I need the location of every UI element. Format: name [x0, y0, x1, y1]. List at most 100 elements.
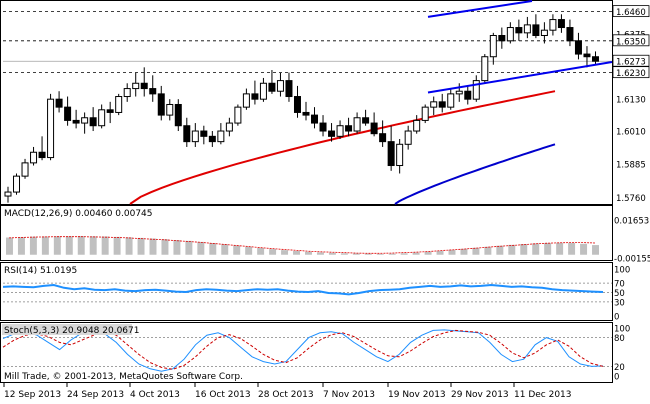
- candle-body: [387, 141, 395, 167]
- macd-histogram-bar: [101, 236, 109, 255]
- candle-body: [396, 143, 404, 167]
- candle-body: [566, 27, 574, 42]
- x-axis-label: 29 Nov 2013: [451, 390, 509, 400]
- price-axis-label: 1.5760: [616, 194, 646, 204]
- macd-histogram-bar: [580, 243, 588, 255]
- candle-body: [234, 106, 242, 124]
- candle-body: [242, 93, 250, 108]
- rsi-axis-label: 50: [614, 289, 625, 299]
- x-axis-label: 4 Oct 2013: [130, 390, 180, 400]
- channel-lower-line: [427, 61, 613, 94]
- macd-histogram-bar: [520, 244, 528, 255]
- candle-body: [293, 96, 301, 113]
- macd-histogram-bar: [281, 250, 289, 255]
- macd-histogram-bar: [316, 252, 324, 255]
- candle-body: [328, 130, 336, 137]
- x-axis-label: 19 Nov 2013: [388, 390, 446, 400]
- macd-histogram-bar: [412, 252, 420, 255]
- x-axis-label: 7 Nov 2013: [323, 390, 375, 400]
- macd-histogram-bar: [484, 246, 492, 255]
- price-axis-label: 1.5885: [616, 161, 646, 171]
- candle-body: [430, 101, 438, 108]
- macd-histogram-bar: [185, 240, 193, 255]
- macd-histogram-bar: [197, 241, 205, 255]
- candle-body: [166, 103, 174, 116]
- candle-body: [353, 117, 361, 132]
- macd-histogram-bar: [65, 236, 73, 255]
- candle-body: [217, 130, 225, 143]
- candle-body: [319, 122, 327, 132]
- candle-body: [540, 29, 548, 36]
- macd-histogram-bar: [209, 242, 217, 255]
- price-axis-label: 1.6010: [616, 128, 646, 138]
- macd-histogram-bar: [532, 243, 540, 255]
- macd-histogram-bar: [508, 244, 516, 255]
- candle-body: [557, 19, 565, 29]
- candle-body: [47, 98, 55, 159]
- macd-histogram-bar: [245, 246, 253, 255]
- stoch-title: Stoch(5,3,3) 20.9048 20.0671: [4, 326, 139, 336]
- macd-histogram-bar: [460, 248, 468, 255]
- candle-body: [370, 122, 378, 135]
- macd-histogram-bar: [125, 237, 133, 255]
- candle-body: [498, 34, 506, 42]
- macd-histogram-bar: [340, 253, 348, 255]
- candle-body: [106, 109, 114, 113]
- macd-histogram-bar: [149, 238, 157, 255]
- candle-body: [523, 24, 531, 34]
- x-axis-label: 11 Dec 2013: [514, 390, 572, 400]
- candle-body: [4, 191, 12, 197]
- macd-histogram-bar: [293, 250, 300, 255]
- macd-histogram-bar: [233, 245, 241, 255]
- macd-axis-label: 0.01653: [614, 217, 649, 227]
- stoch-axis-label: 20: [614, 363, 625, 373]
- candle-body: [259, 82, 267, 100]
- rsi-axis-label: 30: [614, 298, 625, 308]
- candle-body: [421, 106, 429, 121]
- macd-histogram-bar: [376, 253, 384, 255]
- rsi-axis-label: 100: [614, 266, 630, 276]
- candle-body: [251, 93, 259, 100]
- candle-body: [140, 82, 148, 90]
- rsi-axis-label: 0: [614, 313, 619, 323]
- macd-histogram-bar: [161, 239, 169, 255]
- moving-average-red: [129, 90, 556, 205]
- macd-histogram-bar: [328, 252, 336, 255]
- macd-histogram-bar: [400, 253, 408, 255]
- candle-body: [506, 27, 514, 42]
- macd-histogram-bar: [257, 248, 265, 255]
- candle-body: [81, 117, 89, 124]
- x-axis-label: 12 Sep 2013: [4, 390, 61, 400]
- candle-body: [268, 82, 276, 92]
- candle-body: [362, 117, 370, 124]
- candle-body: [302, 111, 310, 116]
- candle-body: [89, 117, 97, 127]
- candle-body: [13, 175, 21, 193]
- candle-body: [55, 98, 63, 108]
- stoch-axis-label: 0: [614, 373, 619, 383]
- candle-body: [591, 56, 599, 62]
- candle-body: [455, 90, 463, 95]
- macd-histogram-bar: [41, 236, 49, 255]
- candle-body: [489, 34, 497, 58]
- candle-body: [336, 125, 344, 137]
- candle-body: [532, 24, 540, 36]
- candle-body: [191, 130, 199, 143]
- stoch-axis-label: 80: [614, 334, 625, 344]
- candle-body: [481, 56, 489, 82]
- candle-body: [157, 93, 165, 116]
- candle-body: [583, 53, 591, 58]
- macd-histogram-bar: [388, 253, 396, 255]
- macd-histogram-bar: [364, 253, 372, 255]
- macd-histogram-bar: [113, 236, 121, 255]
- candle-body: [115, 96, 123, 113]
- macd-histogram-bar: [568, 242, 576, 255]
- candle-body: [345, 125, 353, 132]
- candle-body: [21, 162, 29, 177]
- candle-body: [38, 151, 46, 159]
- macd-histogram-bar: [305, 251, 312, 255]
- candle-body: [123, 88, 131, 98]
- x-axis-label: 28 Oct 2013: [258, 390, 314, 400]
- price-tag-bg: [612, 5, 650, 18]
